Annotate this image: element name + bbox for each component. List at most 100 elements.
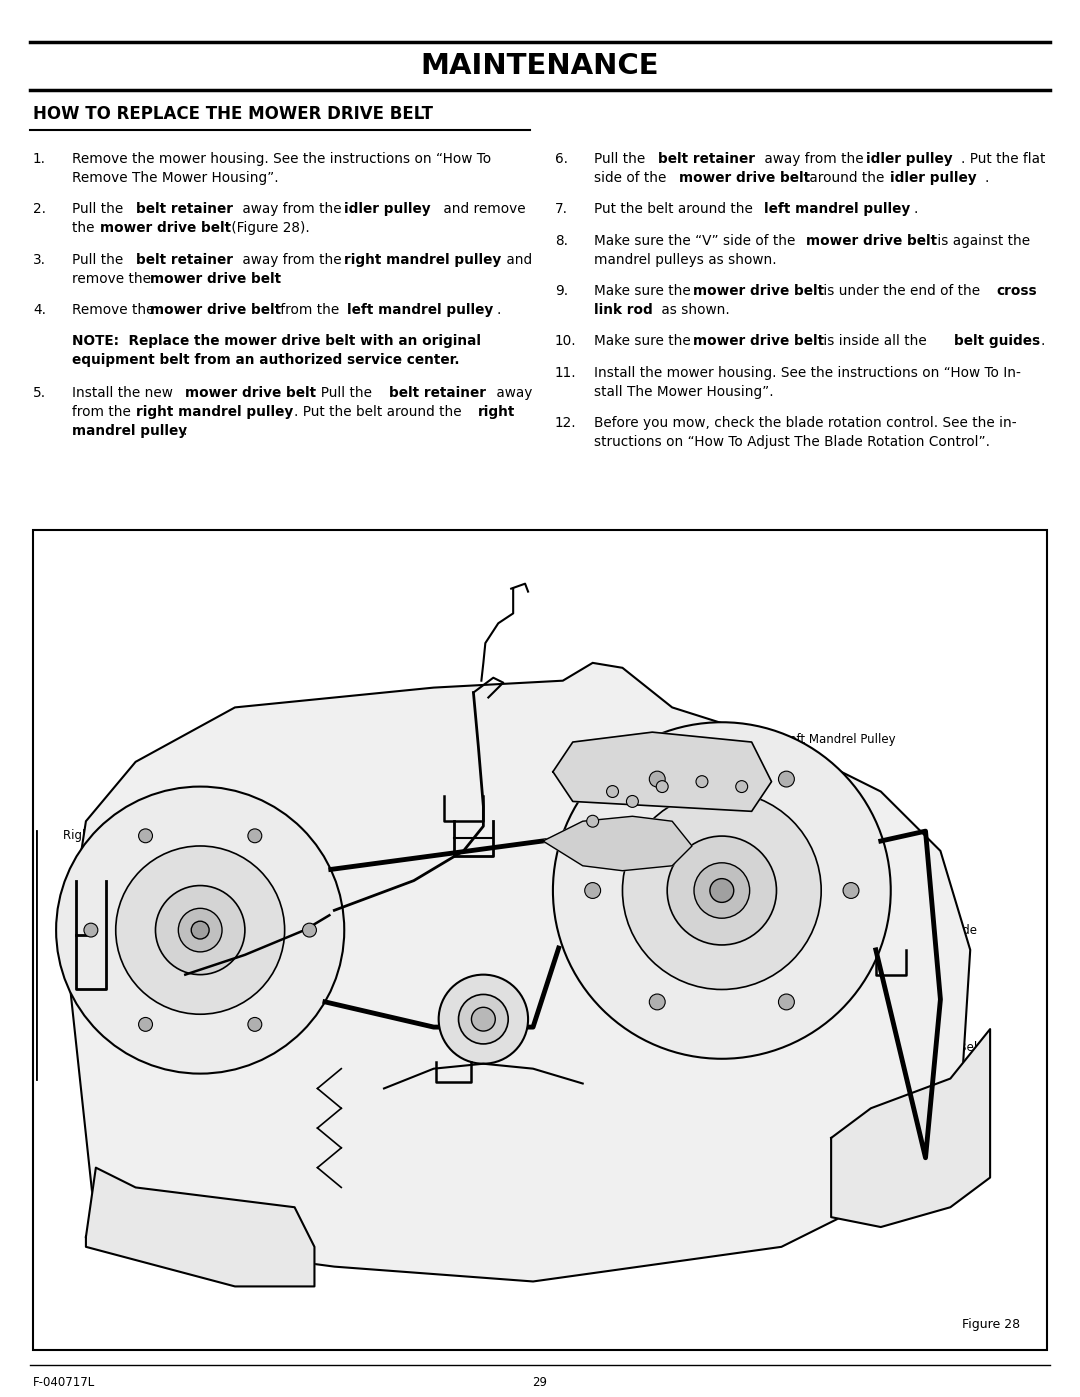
- Text: mandrel pulleys as shown.: mandrel pulleys as shown.: [594, 253, 777, 267]
- Circle shape: [56, 787, 345, 1074]
- Text: and: and: [502, 253, 532, 267]
- Circle shape: [843, 883, 859, 898]
- Circle shape: [649, 771, 665, 787]
- Text: around the: around the: [806, 170, 889, 184]
- Circle shape: [586, 816, 598, 827]
- Text: Belt Guide: Belt Guide: [342, 1098, 404, 1112]
- Text: from the: from the: [276, 303, 343, 317]
- Text: is inside all the: is inside all the: [820, 334, 932, 348]
- Text: idler pulley: idler pulley: [345, 203, 431, 217]
- Text: 4.: 4.: [33, 303, 46, 317]
- Text: 12.: 12.: [555, 416, 577, 430]
- Text: idler pulley: idler pulley: [866, 152, 954, 166]
- Text: Remove The Mower Housing”.: Remove The Mower Housing”.: [72, 170, 279, 184]
- Text: from the: from the: [72, 405, 135, 419]
- Text: Before you mow, check the blade rotation control. See the in-: Before you mow, check the blade rotation…: [594, 416, 1016, 430]
- Text: belt retainer: belt retainer: [390, 386, 486, 400]
- Text: 7.: 7.: [555, 203, 568, 217]
- Text: away from the: away from the: [239, 253, 347, 267]
- Text: . Pull the: . Pull the: [311, 386, 376, 400]
- Polygon shape: [543, 816, 692, 870]
- Text: mower drive belt: mower drive belt: [693, 334, 824, 348]
- Circle shape: [735, 781, 747, 792]
- Text: is under the end of the: is under the end of the: [820, 284, 985, 298]
- Text: Mower
Drive Belt: Mower Drive Belt: [923, 1025, 982, 1053]
- Text: 1.: 1.: [33, 152, 46, 166]
- Circle shape: [657, 781, 669, 792]
- Text: mower drive belt: mower drive belt: [807, 233, 937, 247]
- Text: mower drive belt: mower drive belt: [150, 272, 281, 286]
- Text: link rod: link rod: [594, 303, 652, 317]
- Text: mower drive belt: mower drive belt: [693, 284, 824, 298]
- Text: Pull the: Pull the: [594, 152, 650, 166]
- Text: 6.: 6.: [555, 152, 568, 166]
- Text: Left Mandrel Pulley: Left Mandrel Pulley: [783, 733, 895, 746]
- Text: NOTE:  Replace the mower drive belt with an original: NOTE: Replace the mower drive belt with …: [72, 334, 481, 348]
- Text: and remove: and remove: [440, 203, 526, 217]
- Text: 9.: 9.: [555, 284, 568, 298]
- Circle shape: [138, 828, 152, 842]
- Text: 2.: 2.: [33, 203, 46, 217]
- Text: right mandrel pulley: right mandrel pulley: [136, 405, 293, 419]
- Text: Pull the: Pull the: [72, 253, 127, 267]
- Text: . Put the flat: . Put the flat: [961, 152, 1045, 166]
- Text: Belt Retainer: Belt Retainer: [63, 894, 140, 907]
- Text: Cross Link Rod: Cross Link Rod: [248, 859, 335, 872]
- Text: Make sure the “V” side of the: Make sure the “V” side of the: [594, 233, 800, 247]
- Circle shape: [710, 879, 733, 902]
- Text: mower drive belt: mower drive belt: [100, 221, 231, 236]
- Text: away from the: away from the: [760, 152, 868, 166]
- Text: 29: 29: [532, 1376, 548, 1389]
- Circle shape: [248, 1017, 261, 1031]
- Circle shape: [178, 908, 222, 951]
- Text: Make sure the: Make sure the: [594, 334, 696, 348]
- Text: Idler Pulley: Idler Pulley: [456, 1133, 521, 1147]
- Text: . Put the belt around the: . Put the belt around the: [294, 405, 465, 419]
- Circle shape: [84, 923, 98, 937]
- Text: Right Mandrel Pulley: Right Mandrel Pulley: [63, 828, 185, 841]
- Circle shape: [472, 1007, 496, 1031]
- Text: F-040717L: F-040717L: [33, 1376, 95, 1389]
- Text: mower drive belt: mower drive belt: [679, 170, 810, 184]
- PathPatch shape: [66, 662, 970, 1281]
- Text: mower drive belt: mower drive belt: [186, 386, 316, 400]
- Text: (Figure 28).: (Figure 28).: [227, 221, 309, 236]
- Text: .: .: [1041, 334, 1045, 348]
- Text: the: the: [72, 221, 99, 236]
- Text: is against the: is against the: [933, 233, 1029, 247]
- Text: structions on “How To Adjust The Blade Rotation Control”.: structions on “How To Adjust The Blade R…: [594, 434, 990, 448]
- Text: .: .: [985, 170, 989, 184]
- Circle shape: [156, 886, 245, 975]
- Text: Remove the mower housing. See the instructions on “How To: Remove the mower housing. See the instru…: [72, 152, 491, 166]
- Circle shape: [622, 792, 821, 989]
- Circle shape: [438, 975, 528, 1063]
- Text: Pull the: Pull the: [72, 203, 127, 217]
- Text: 11.: 11.: [555, 366, 577, 380]
- Circle shape: [138, 1017, 152, 1031]
- Text: left mandrel pulley: left mandrel pulley: [347, 303, 494, 317]
- Text: as shown.: as shown.: [657, 303, 730, 317]
- Text: away from the: away from the: [239, 203, 347, 217]
- Circle shape: [607, 785, 619, 798]
- Text: 5.: 5.: [33, 386, 46, 400]
- Text: Belt Guide: Belt Guide: [392, 749, 454, 761]
- Circle shape: [553, 722, 891, 1059]
- Circle shape: [779, 771, 795, 787]
- Text: belt retainer: belt retainer: [658, 152, 755, 166]
- Text: .: .: [914, 203, 918, 217]
- Text: left mandrel pulley: left mandrel pulley: [764, 203, 910, 217]
- Circle shape: [191, 921, 210, 939]
- Text: 8.: 8.: [555, 233, 568, 247]
- Polygon shape: [832, 1030, 990, 1227]
- Circle shape: [248, 828, 261, 842]
- Circle shape: [302, 923, 316, 937]
- Polygon shape: [86, 1168, 314, 1287]
- Text: side of the: side of the: [594, 170, 671, 184]
- Text: away: away: [492, 386, 532, 400]
- Text: .: .: [497, 303, 501, 317]
- Text: right mandrel pulley: right mandrel pulley: [345, 253, 502, 267]
- Text: belt retainer: belt retainer: [136, 203, 232, 217]
- Circle shape: [649, 995, 665, 1010]
- Text: Make sure the: Make sure the: [594, 284, 696, 298]
- Text: .: .: [276, 272, 281, 286]
